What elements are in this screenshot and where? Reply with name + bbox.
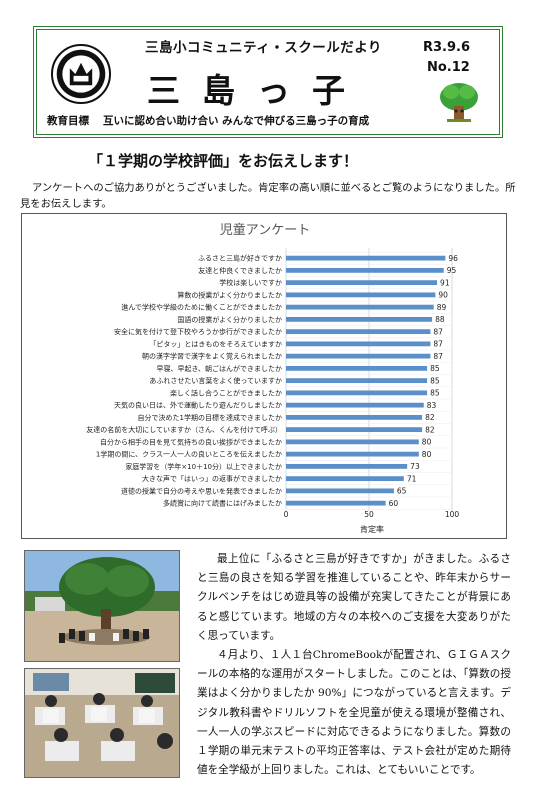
chart-data-label: 73: [410, 462, 420, 471]
chart-bar: [286, 439, 419, 445]
chart-category-label: 「ピタッ」とはきものをそろえていますか: [149, 339, 282, 348]
chart-bar: [286, 414, 423, 420]
chart-data-label: 80: [422, 438, 432, 447]
body-paragraph-2: ４月より、１人１台ChromeBookが配置され、ＧＩＧＡスクールの本格的な運用…: [197, 649, 511, 777]
chart-data-label: 88: [435, 315, 445, 324]
chart-data-label: 89: [437, 303, 447, 312]
chart-x-ticks: 0 50 100: [284, 510, 460, 519]
chart-bar: [286, 451, 419, 457]
chart-data-label: 65: [397, 487, 407, 496]
chart-data-label: 95: [447, 266, 457, 275]
body-paragraph-1: 最上位に「ふるさと三島が好きですか」がきました。ふるさと三島の良さを知る学習を推…: [197, 553, 511, 642]
chart-bar: [286, 390, 428, 396]
masthead: 三島小コミュニティ・スクールだより 三島っ子 R3.9.6 No.12 教育目標…: [33, 26, 503, 138]
chart-bar: [286, 316, 433, 322]
intro-text: アンケートへのご協力ありがとうございました。肯定率の高い順に並べるとご覧のように…: [20, 182, 516, 210]
chart-bar: [286, 378, 428, 384]
newsletter-title: 三島っ子: [147, 71, 367, 110]
issue-number: No.12: [427, 60, 470, 75]
chart-tick-label: 100: [445, 510, 460, 519]
chart-data-label: 87: [433, 352, 443, 361]
chart-category-label: 早寝、早起き、朝ごはんができましたか: [156, 364, 282, 373]
chart-category-label: 道徳の授業で自分の考えや思いを発表できましたか: [121, 486, 282, 495]
chart-data-label: 82: [425, 425, 435, 434]
chart-category-label: 学校は楽しいですか: [219, 278, 282, 287]
chart-category-label: 自分で決めた1学期の目標を達成できましたか: [138, 413, 282, 422]
chart-data-label: 91: [440, 278, 450, 287]
chart-bar: [286, 255, 446, 261]
chart-data-label: 87: [433, 340, 443, 349]
chart-category-label: 朝の漢字学習で漢字をよく覚えられましたか: [142, 352, 282, 361]
goal-text: 互いに認め合い助け合い みんなで伸びる三島っ子の育成: [103, 115, 370, 127]
chart-category-label: 1学期の間に、クラス一人一人の良いところを伝えましたか: [96, 450, 282, 459]
chart-category-label: 友達と仲良くできましたか: [198, 266, 282, 275]
chart-bar: [286, 267, 444, 273]
article-headline: 「１学期の学校評価」をお伝えします！: [88, 152, 359, 170]
chart-bar: [286, 476, 404, 482]
chart-bar: [286, 463, 408, 469]
chart-bar: [286, 280, 438, 286]
chart-data-label: 71: [407, 474, 417, 483]
chart-data-label: 85: [430, 364, 440, 373]
education-goal: 教育目標 互いに認め合い助け合い みんなで伸びる三島っ子の育成: [47, 113, 369, 128]
chart-category-label: 安全に気を付けて登下校やろうか歩行ができましたか: [114, 327, 282, 336]
chart-bar: [286, 402, 424, 408]
chart-bar: [286, 365, 428, 371]
issue-date: R3.9.6: [423, 40, 471, 55]
chart-grid: [285, 248, 453, 512]
chart-data-label: 87: [433, 327, 443, 336]
chart-category-labels: ふるさと三島が好きですか友達と仲良くできましたか学校は楽しいですか算数の授業がよ…: [86, 254, 282, 508]
chart-data-label: 85: [430, 376, 440, 385]
chart-category-label: 家庭学習を（学年×10＋10分）以上できましたか: [125, 462, 282, 471]
chart-x-axis-label: 肯定率: [360, 524, 384, 534]
chart-category-label: 算数の授業がよく分かりましたか: [177, 290, 282, 299]
chart-bar: [286, 500, 386, 506]
survey-chart: 児童アンケート 96 95 91 90 89 88 87 87 87 85 85 85 83 82 82 80…: [21, 213, 507, 539]
chart-data-label: 80: [422, 450, 432, 459]
chart-tick-label: 0: [284, 510, 289, 519]
chart-data-label: 83: [427, 401, 437, 410]
chart-category-label: 多読賞に向けて読書にはげみましたか: [163, 499, 282, 508]
newsletter-subtitle: 三島小コミュニティ・スクールだより: [145, 40, 382, 56]
chart-bar: [286, 353, 431, 359]
goal-label: 教育目標: [47, 115, 89, 127]
chart-category-label: 大きな声で「はいっ」の返事ができましたか: [142, 474, 282, 483]
chart-bar: [286, 292, 436, 298]
chart-bar: [286, 488, 394, 494]
chart-title: 児童アンケート: [220, 222, 310, 238]
chart-data-label: 90: [438, 291, 448, 300]
chart-category-label: 国語の授業がよく分かりましたか: [177, 315, 282, 324]
chart-data-label: 85: [430, 389, 440, 398]
chart-bar: [286, 329, 431, 335]
chart-bars: 9695919089888787878585858382828080737165…: [286, 254, 458, 508]
chart-category-label: 自分から相手の目を見て気持ちの良い挨拶ができましたか: [100, 437, 282, 446]
school-crest-icon: [51, 44, 111, 104]
chart-category-label: ふるさと三島が好きですか: [198, 254, 282, 263]
chart-data-label: 96: [448, 254, 458, 263]
chart-bar: [286, 304, 434, 310]
tree-mascot-icon: [440, 83, 478, 122]
chart-category-label: 天気の良い日は、外で運動したり遊んだりしましたか: [114, 401, 282, 410]
survey-chart-svg: 児童アンケート 96 95 91 90 89 88 87 87 87 85 85 85 83 82 82 80…: [86, 222, 460, 534]
chart-bar: [286, 341, 431, 347]
chart-category-label: 進んで学校や学級のために働くことができましたか: [121, 303, 282, 312]
chart-data-label: 60: [389, 499, 399, 508]
chart-data-label: 82: [425, 413, 435, 422]
classroom-chromebook-photo: [24, 668, 180, 778]
article-body: 最上位に「ふるさと三島が好きですか」がきました。ふるさと三島の良さを知る学習を推…: [197, 550, 511, 780]
chart-tick-label: 50: [364, 510, 374, 519]
chart-category-label: 友達の名前を大切にしていますか（さん、くんを付けて呼ぶ）: [86, 425, 282, 434]
chart-bar: [286, 427, 423, 433]
chart-category-label: あふれさせたい言葉をよく使っていますか: [149, 376, 282, 385]
chart-category-label: 楽しく話し合うことができましたか: [170, 388, 282, 397]
schoolyard-tree-photo: [24, 550, 180, 662]
